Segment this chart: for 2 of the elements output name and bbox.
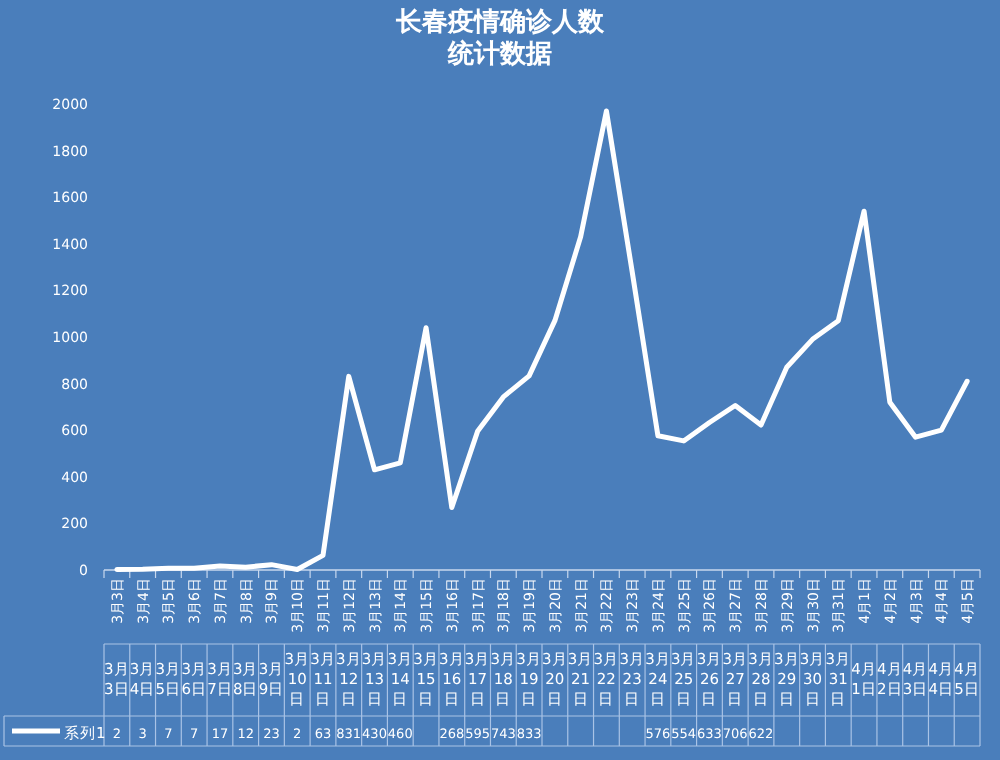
line-series	[114, 108, 970, 573]
chart-title: 长春疫情确诊人数统计数据	[394, 8, 606, 72]
